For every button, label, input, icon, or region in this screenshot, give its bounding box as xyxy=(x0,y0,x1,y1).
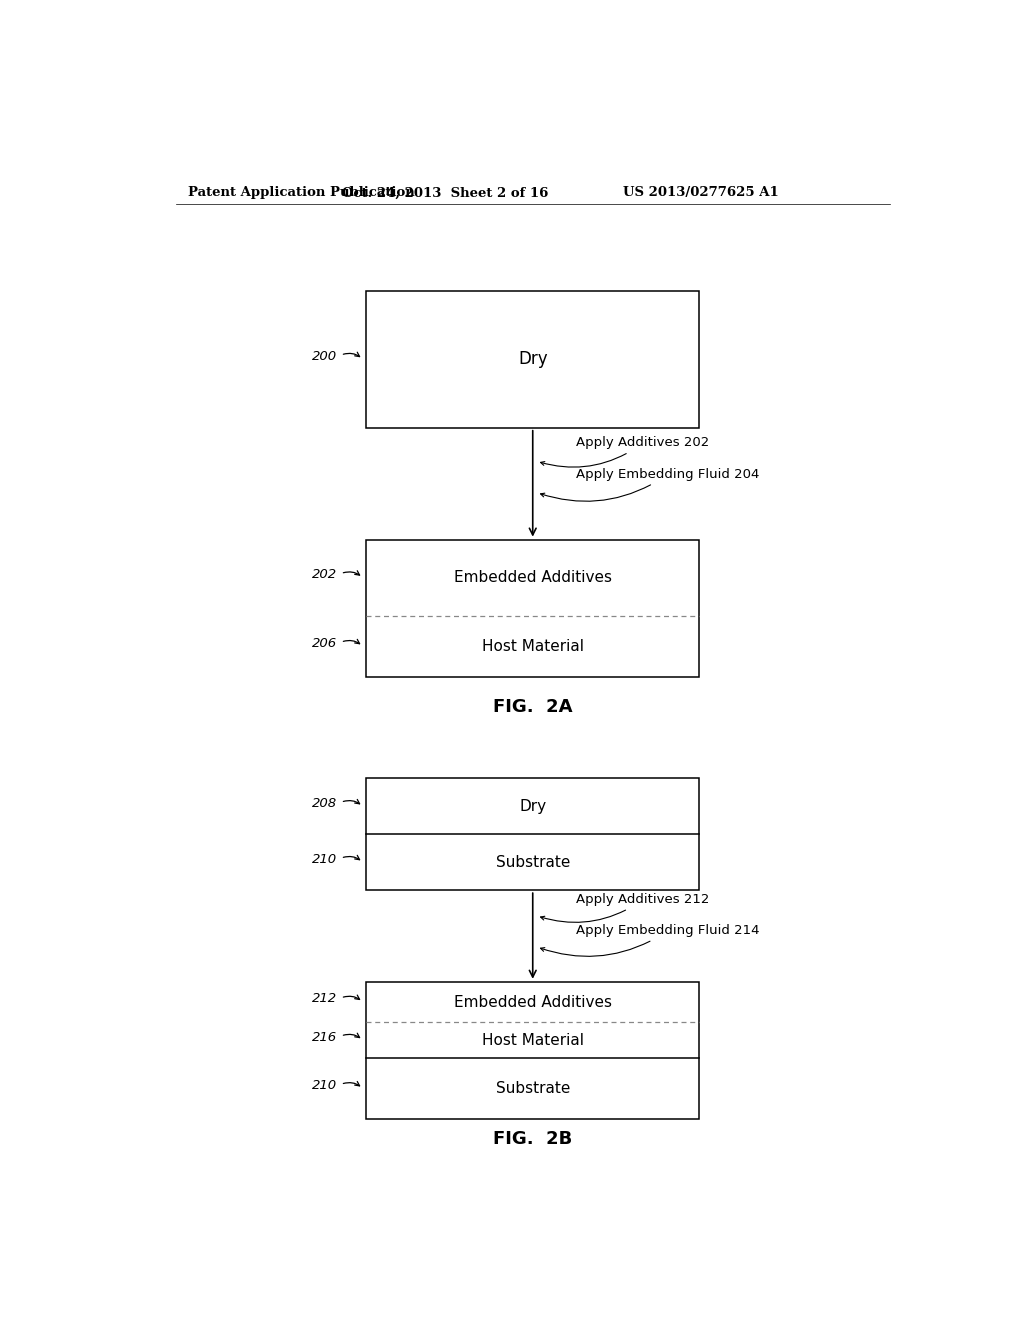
Text: US 2013/0277625 A1: US 2013/0277625 A1 xyxy=(623,186,778,199)
Text: Substrate: Substrate xyxy=(496,855,570,870)
Text: Apply Additives 202: Apply Additives 202 xyxy=(541,437,710,467)
Text: 216: 216 xyxy=(311,1031,337,1044)
Text: 208: 208 xyxy=(311,797,337,809)
Bar xyxy=(367,779,699,890)
Text: Oct. 24, 2013  Sheet 2 of 16: Oct. 24, 2013 Sheet 2 of 16 xyxy=(342,186,549,199)
Bar xyxy=(367,540,699,677)
Text: Dry: Dry xyxy=(519,799,546,814)
Text: Embedded Additives: Embedded Additives xyxy=(454,570,611,585)
Text: 206: 206 xyxy=(311,636,337,649)
Text: Embedded Additives: Embedded Additives xyxy=(454,994,611,1010)
Text: Apply Additives 212: Apply Additives 212 xyxy=(541,894,710,923)
Text: Apply Embedding Fluid 204: Apply Embedding Fluid 204 xyxy=(541,467,760,502)
Text: Apply Embedding Fluid 214: Apply Embedding Fluid 214 xyxy=(541,924,760,957)
Text: 202: 202 xyxy=(311,568,337,581)
Text: 210: 210 xyxy=(311,1078,337,1092)
Bar xyxy=(367,290,699,428)
Text: 200: 200 xyxy=(311,350,337,363)
Text: 210: 210 xyxy=(311,853,337,866)
Text: Dry: Dry xyxy=(518,350,548,368)
Text: Patent Application Publication: Patent Application Publication xyxy=(187,186,415,199)
Text: FIG.  2A: FIG. 2A xyxy=(493,698,572,717)
Text: Substrate: Substrate xyxy=(496,1081,570,1096)
Text: Host Material: Host Material xyxy=(481,639,584,653)
Text: FIG.  2B: FIG. 2B xyxy=(494,1130,572,1148)
Text: Host Material: Host Material xyxy=(481,1032,584,1048)
Text: 212: 212 xyxy=(311,993,337,1006)
Bar xyxy=(367,982,699,1119)
